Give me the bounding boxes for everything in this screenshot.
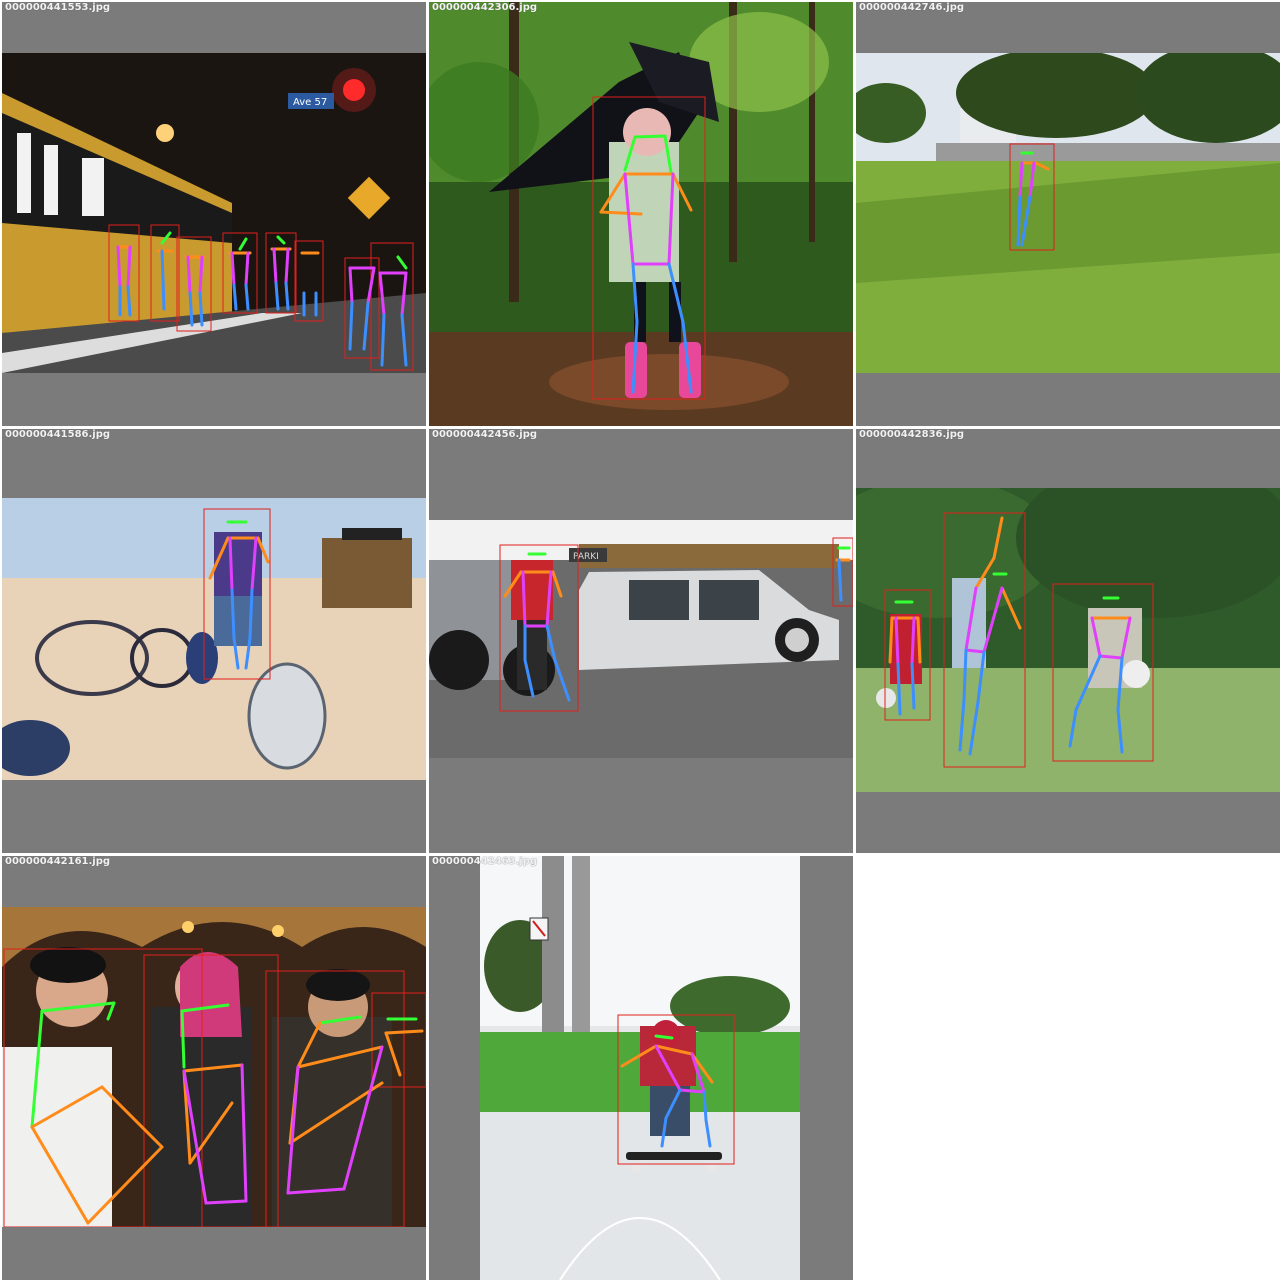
tile-filename: 000000441553.jpg bbox=[5, 2, 111, 13]
person-box bbox=[294, 240, 324, 322]
person-box bbox=[499, 544, 579, 712]
person-box bbox=[592, 96, 706, 400]
annotated-photo bbox=[480, 856, 800, 1280]
tile-2[interactable]: 000000442306.jpg bbox=[429, 2, 853, 426]
annotated-photo bbox=[856, 488, 1280, 792]
person-box bbox=[108, 224, 140, 322]
person-box bbox=[832, 537, 853, 607]
parking-sign-text: PARKI bbox=[573, 552, 599, 562]
pose-overlay: PARKI bbox=[429, 520, 853, 758]
pose-overlay bbox=[429, 2, 853, 426]
pose-overlay bbox=[2, 498, 426, 780]
person-box bbox=[3, 948, 203, 1227]
tile-5[interactable]: 000000442456.jpg PARKI bbox=[429, 429, 853, 853]
tile-filename: 000000442836.jpg bbox=[859, 429, 965, 440]
tile-filename: 000000442161.jpg bbox=[5, 856, 111, 867]
pose-overlay bbox=[856, 53, 1280, 373]
tile-filename: 000000441586.jpg bbox=[5, 429, 111, 440]
person-box bbox=[222, 232, 258, 314]
person-box bbox=[150, 224, 180, 322]
tile-filename: 000000442463.jpg bbox=[432, 856, 538, 867]
tile-4[interactable]: 000000441586.jpg bbox=[2, 429, 426, 853]
person-box bbox=[344, 257, 380, 359]
tile-6[interactable]: 000000442836.jpg bbox=[856, 429, 1280, 853]
annotated-photo: PARKI bbox=[429, 520, 853, 758]
person-box bbox=[265, 232, 297, 314]
person-box bbox=[143, 954, 279, 1227]
person-box bbox=[1009, 143, 1055, 251]
annotated-photo bbox=[429, 2, 853, 426]
annotated-photo: Ave 57 bbox=[2, 53, 426, 373]
person-box bbox=[1052, 583, 1154, 762]
pose-overlay: Ave 57 bbox=[2, 53, 426, 373]
street-sign-text: Ave 57 bbox=[293, 97, 327, 108]
person-box bbox=[371, 992, 426, 1088]
person-box bbox=[617, 1014, 735, 1165]
tile-3[interactable]: 000000442746.jpg bbox=[856, 2, 1280, 426]
tile-filename: 000000442746.jpg bbox=[859, 2, 965, 13]
tile-8[interactable]: 000000442463.jpg bbox=[429, 856, 853, 1280]
pose-overlay bbox=[480, 856, 800, 1280]
annotated-photo bbox=[856, 53, 1280, 373]
street-sign bbox=[288, 93, 334, 109]
tile-filename: 000000442306.jpg bbox=[432, 2, 538, 13]
person-box bbox=[265, 970, 405, 1227]
pose-overlay bbox=[856, 488, 1280, 792]
person-box bbox=[370, 242, 414, 371]
tile-7[interactable]: 000000442161.jpg bbox=[2, 856, 426, 1280]
person-box bbox=[943, 512, 1026, 768]
tile-1[interactable]: 000000441553.jpg Ave 57 bbox=[2, 2, 426, 426]
pose-overlay bbox=[2, 907, 426, 1227]
person-box bbox=[176, 236, 212, 332]
annotated-photo bbox=[2, 907, 426, 1227]
annotated-photo bbox=[2, 498, 426, 780]
person-box bbox=[203, 508, 271, 680]
tile-filename: 000000442456.jpg bbox=[432, 429, 538, 440]
person-box bbox=[884, 589, 931, 721]
